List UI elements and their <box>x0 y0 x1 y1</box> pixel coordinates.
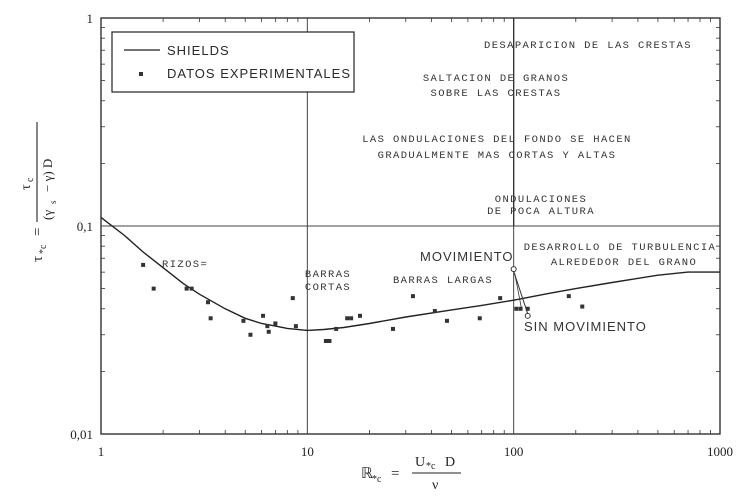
annotation-desaparicion: DESAPARICION DE LAS CRESTAS <box>484 40 692 52</box>
annotation-movimiento: MOVIMIENTO <box>420 249 514 264</box>
data-point <box>580 304 585 309</box>
x-axis-symbol: ℝ <box>361 466 373 482</box>
annotation-barras-largas: BARRAS LARGAS <box>393 275 493 287</box>
data-point <box>151 286 156 291</box>
y-tick-label: 0,1 <box>77 219 93 234</box>
data-point <box>141 262 146 267</box>
y-axis-den-tail: − γ) D <box>40 159 55 192</box>
y-tick-label: 1 <box>87 11 94 26</box>
annotation-rizos: RIZOS= <box>162 259 208 271</box>
x-axis-num-sub: *c <box>426 461 436 472</box>
y-axis-den-sub: s <box>48 200 58 204</box>
x-axis-symbol-sub: *c <box>372 474 382 485</box>
annotation-ondulaciones-poca-1: ONDULACIONES <box>495 194 587 206</box>
x-tick-label: 100 <box>504 444 524 459</box>
legend-box <box>111 31 355 93</box>
annotation-turbulencia-1: DESARROLLO DE TURBULENCIA <box>524 242 717 254</box>
y-axis-num-sub: c <box>25 177 36 182</box>
y-axis-symbol-sub: *c <box>38 244 49 254</box>
data-series <box>100 216 720 343</box>
x-axis-num-tail: D <box>445 455 455 470</box>
data-point <box>184 286 189 291</box>
data-point <box>477 316 482 321</box>
x-axis-equals: = <box>391 466 399 482</box>
legend: SHIELDS DATOS EXPERIMENTALES <box>111 31 355 93</box>
data-point <box>444 318 449 323</box>
data-point <box>205 300 210 305</box>
data-point <box>327 338 332 343</box>
annotation-saltacion-1: SALTACION DE GRANOS <box>423 73 569 85</box>
x-tick-label: 10 <box>301 444 314 459</box>
x-tick-label: 1 <box>98 444 105 459</box>
data-point <box>358 313 363 318</box>
annotation-sin-movimiento: SIN MOVIMIENTO <box>524 319 647 334</box>
data-point <box>248 332 253 337</box>
legend-label-shields: SHIELDS <box>167 43 230 58</box>
legend-label-datos: DATOS EXPERIMENTALES <box>167 66 351 81</box>
y-axis-num: τ <box>19 184 34 190</box>
data-point <box>261 313 266 318</box>
x-tick-label: 1000 <box>707 444 733 459</box>
data-point <box>334 326 339 331</box>
annotation-barras-cortas-2: CORTAS <box>305 282 351 294</box>
data-point <box>345 316 350 321</box>
y-axis-equals: = <box>30 228 46 236</box>
x-axis-den: ν <box>432 478 438 493</box>
annotation-ondulaciones-fondo-2: GRADUALMENTE MAS CORTAS Y ALTAS <box>378 150 617 162</box>
shields-curve <box>100 216 720 332</box>
data-point <box>514 306 519 311</box>
annotations: DESAPARICION DE LAS CRESTAS SALTACION DE… <box>162 40 717 334</box>
data-point <box>518 306 523 311</box>
data-point <box>208 316 213 321</box>
data-point <box>266 329 271 334</box>
legend-marker-swatch <box>139 72 143 76</box>
y-axis-symbol: τ <box>30 256 46 262</box>
movimiento-marker <box>510 266 517 273</box>
sin-movimiento-marker <box>524 312 531 319</box>
data-point <box>498 296 503 301</box>
data-point <box>525 306 530 311</box>
axis-ticks: 1 10 100 1000 1 0,1 0,01 <box>70 11 733 459</box>
movimiento-connector-2 <box>514 273 523 310</box>
data-point <box>349 316 354 321</box>
data-point <box>265 324 270 329</box>
y-axis-label: τ *c = τ c (γ s − γ) D <box>19 122 58 262</box>
data-point <box>390 326 395 331</box>
annotation-saltacion-2: SOBRE LAS CRESTAS <box>431 88 562 100</box>
data-point <box>432 309 437 314</box>
x-axis-label: ℝ *c = U *c D ν <box>361 455 461 493</box>
annotation-ondulaciones-fondo-1: LAS ONDULACIONES DEL FONDO SE HACEN <box>362 134 632 146</box>
x-axis-num: U <box>415 455 425 470</box>
data-point <box>323 338 328 343</box>
data-point <box>566 294 571 299</box>
grid-lines <box>101 18 720 434</box>
data-point <box>293 324 298 329</box>
y-axis-den: (γ <box>40 210 55 220</box>
data-point <box>241 318 246 323</box>
data-point <box>273 321 278 326</box>
y-tick-label: 0,01 <box>70 427 93 442</box>
data-point <box>410 294 415 299</box>
annotation-turbulencia-2: ALREDEDOR DEL GRANO <box>551 257 697 269</box>
data-point <box>189 286 194 291</box>
annotation-ondulaciones-poca-2: DE POCA ALTURA <box>487 206 595 218</box>
annotation-barras-cortas-1: BARRAS <box>305 269 351 281</box>
data-point <box>290 296 295 301</box>
